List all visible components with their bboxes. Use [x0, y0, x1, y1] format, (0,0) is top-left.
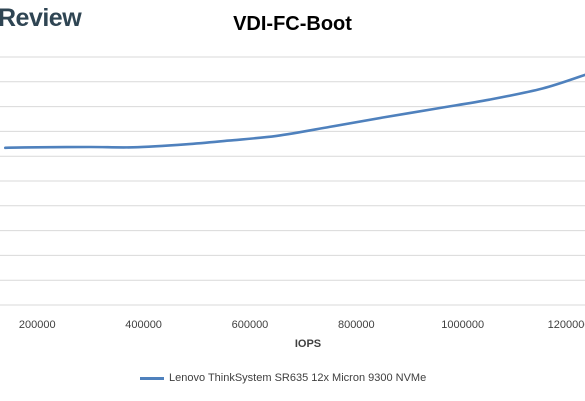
- logo-text: Review: [0, 4, 82, 32]
- x-tick-label: 400000: [125, 319, 162, 331]
- x-tick-label: 200000: [19, 319, 56, 331]
- legend-swatch: [140, 376, 164, 380]
- x-tick-label: 1000000: [441, 319, 484, 331]
- legend: Lenovo ThinkSystem SR635 12x Micron 9300…: [140, 372, 426, 384]
- x-tick-label: 1200000: [548, 319, 585, 331]
- series-lines: [4, 73, 585, 150]
- x-axis-ticks: 200000 400000 600000 800000 1000000 1200000: [19, 319, 585, 331]
- x-tick-label: 800000: [338, 319, 375, 331]
- x-axis-label: IOPS: [295, 338, 321, 350]
- gridlines: [0, 56, 585, 306]
- x-tick-label: 600000: [232, 319, 269, 331]
- series-line-0: [4, 73, 585, 150]
- legend-label: Lenovo ThinkSystem SR635 12x Micron 9300…: [169, 372, 427, 384]
- chart-title: VDI-FC-Boot: [233, 13, 352, 35]
